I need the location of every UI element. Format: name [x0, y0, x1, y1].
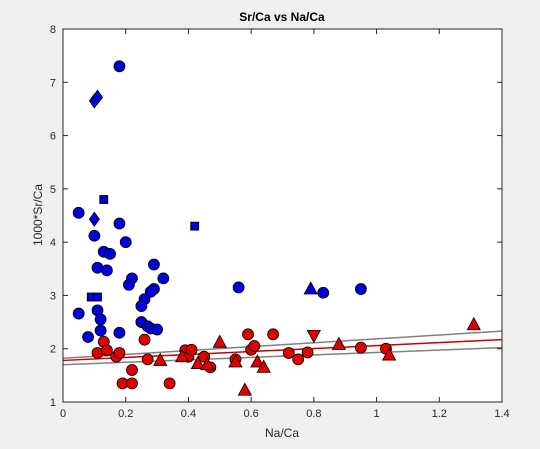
blue-diamond-point [92, 89, 103, 105]
blue-circle-point [94, 324, 107, 337]
red-circle-point [163, 377, 176, 390]
x-tick-label: 0.8 [306, 408, 321, 420]
confidence-band-line-2 [62, 330, 503, 360]
red-triangle-up-point [466, 316, 481, 331]
blue-circle-point [119, 236, 132, 249]
blue-diamond-point [88, 211, 100, 227]
y-tick-label: 1 [50, 397, 56, 409]
red-triangle-up-point [212, 334, 227, 348]
x-tick-label: 1 [374, 408, 380, 420]
red-triangle-down-point [306, 329, 322, 344]
blue-circle-point [122, 278, 135, 291]
blue-circle-point [113, 326, 126, 339]
data-points [72, 60, 481, 396]
regression-fit-line [62, 338, 503, 362]
red-circle-point [292, 353, 305, 366]
blue-circle-point [317, 286, 330, 299]
blue-circle-point [101, 264, 113, 277]
red-circle-point [126, 377, 138, 390]
y-tick-label: 8 [50, 24, 56, 36]
blue-circle-point [72, 206, 85, 219]
y-tick-label: 5 [50, 184, 56, 196]
red-triangle-up-point [190, 355, 206, 370]
blue-circle-point [72, 307, 85, 320]
blue-square-point [93, 292, 102, 302]
red-circle-point [242, 328, 254, 341]
fit-lines [62, 330, 503, 366]
x-tick-label: 0.6 [243, 408, 258, 420]
blue-circle-point [354, 283, 367, 295]
red-circle-point [126, 364, 138, 376]
x-tick-label: 0.2 [118, 408, 133, 420]
blue-circle-point [94, 313, 107, 326]
red-circle-point [138, 333, 151, 346]
blue-circle-point [157, 272, 170, 285]
blue-circle-point [113, 60, 126, 73]
red-triangle-up-point [256, 359, 271, 373]
x-tick-label: 0.4 [181, 408, 196, 420]
axes [62, 28, 503, 403]
x-tick-label: 0 [60, 408, 66, 420]
y-tick-label: 6 [50, 131, 56, 143]
red-triangle-up-point [228, 354, 243, 368]
blue-circle-point [113, 217, 126, 230]
blue-square-point [190, 221, 200, 231]
blue-triangle-up-point [303, 281, 318, 295]
red-triangle-up-point [200, 356, 215, 371]
red-triangle-up-point [237, 382, 253, 396]
y-tick-label: 3 [50, 290, 56, 302]
red-triangle-up-point [331, 336, 347, 350]
blue-circle-point [104, 247, 116, 260]
red-triangle-up-point [153, 352, 168, 366]
blue-circle-point [135, 300, 148, 312]
red-circle-point [141, 353, 154, 366]
blue-circle-point [151, 323, 163, 336]
blue-circle-point [232, 281, 245, 294]
red-circle-point [113, 347, 126, 359]
blue-square-point [99, 195, 109, 204]
y-tick-label: 7 [50, 77, 56, 89]
red-circle-point [185, 343, 198, 356]
x-tick-label: 1.4 [494, 408, 509, 420]
tick-labels: 0 0.2 0.4 0.6 0.8 1 1.2 1.4 1 2 3 4 5 6 7 8 [50, 24, 510, 420]
plot-area [63, 29, 502, 402]
red-triangle-up-point [250, 354, 265, 368]
red-circle-point [301, 346, 314, 359]
chart-title: Sr/Ca vs Na/Ca [239, 10, 325, 24]
red-triangle-up-point [174, 348, 190, 363]
red-circle-point [267, 328, 279, 341]
y-tick-label: 2 [50, 344, 56, 356]
x-axis-label: Na/Ca [265, 426, 299, 440]
red-circle-point [101, 344, 113, 357]
y-axis-label: 1000*Sr/Ca [31, 184, 45, 246]
x-tick-label: 1.2 [432, 408, 447, 420]
blue-circle-point [88, 229, 101, 242]
red-triangle-up-point [381, 347, 397, 361]
red-circle-point [248, 340, 261, 352]
axes-box [62, 28, 503, 403]
blue-circle-point [82, 331, 94, 343]
red-circle-point [354, 341, 367, 354]
red-circle-point [282, 347, 295, 359]
y-tick-label: 4 [50, 237, 56, 249]
confidence-band-line-1 [62, 346, 503, 366]
blue-circle-point [148, 258, 160, 271]
